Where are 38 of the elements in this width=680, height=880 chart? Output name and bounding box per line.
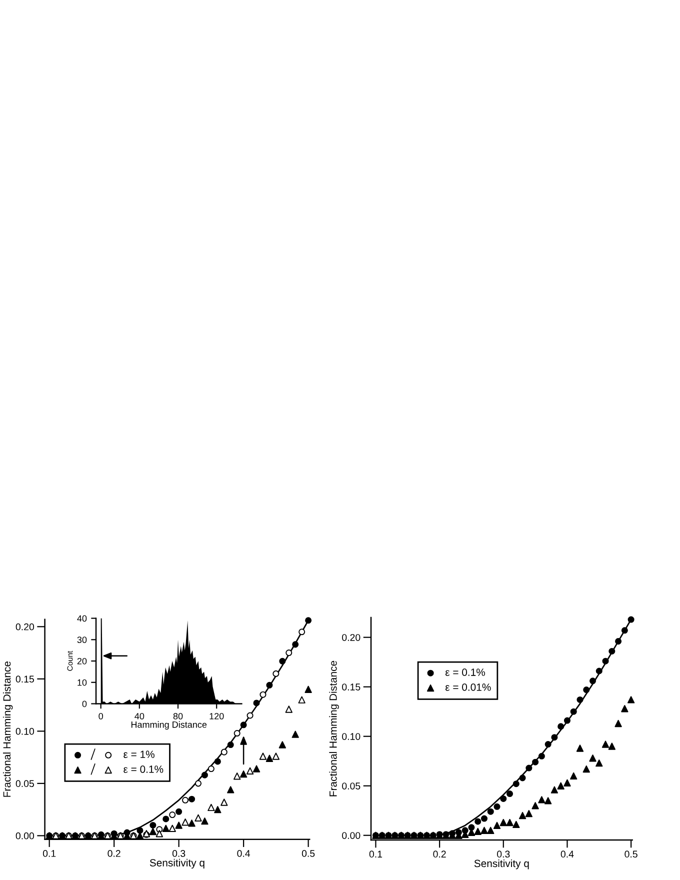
y-tick-label: 0.00: [342, 832, 360, 839]
legend-label: ε = 1%: [124, 750, 154, 758]
x-tick-label: 0.1: [369, 850, 382, 858]
legend-label: ε = 0.1%: [445, 668, 486, 676]
x-tick-label: 0.4: [237, 850, 250, 857]
x-tick-label: 0.5: [624, 850, 638, 858]
x-tick-label: 80: [173, 713, 183, 720]
x-axis-title: Hamming Distance: [131, 721, 207, 730]
x-tick-label: 0.3: [497, 850, 510, 858]
y-tick-label: 0.00: [16, 832, 34, 840]
x-axis-title: Sensitivity q: [150, 858, 204, 869]
y-axis-title: Fractional Hamming Distance: [2, 661, 13, 797]
legend-label: ε = 0.01%: [445, 683, 491, 691]
y-tick-label: 0.10: [16, 728, 34, 735]
y-tick-label: 40: [77, 615, 87, 622]
y-tick-label: 0.05: [342, 782, 360, 790]
legend-label: ε = 0.1%: [124, 766, 164, 773]
x-tick-label: 120: [210, 713, 224, 720]
y-tick-label: 0: [82, 700, 87, 708]
x-tick-label: 0: [98, 713, 103, 720]
x-tick-label: 40: [134, 713, 144, 720]
y-tick-label: 20: [77, 658, 87, 664]
x-tick-label: 0.5: [302, 850, 315, 857]
x-tick-label: 0.3: [172, 850, 186, 857]
x-tick-label: 0.2: [433, 850, 446, 858]
y-tick-label: 0.05: [16, 780, 34, 788]
x-axis-title: Sensitivity q: [474, 859, 529, 870]
y-tick-label: 10: [78, 679, 87, 686]
y-tick-label: 0.20: [342, 634, 360, 641]
y-axis-title: Fractional Hamming Distance: [329, 660, 339, 796]
y-tick-label: 30: [77, 636, 87, 644]
y-tick-label: 0.20: [16, 623, 34, 630]
x-tick-label: 0.2: [108, 850, 120, 857]
y-tick-label: 0.10: [342, 733, 360, 740]
x-tick-label: 0.1: [42, 850, 56, 857]
x-tick-label: 0.4: [560, 850, 574, 858]
y-tick-label: 0.15: [342, 684, 360, 690]
y-tick-label: 0.15: [16, 676, 34, 683]
